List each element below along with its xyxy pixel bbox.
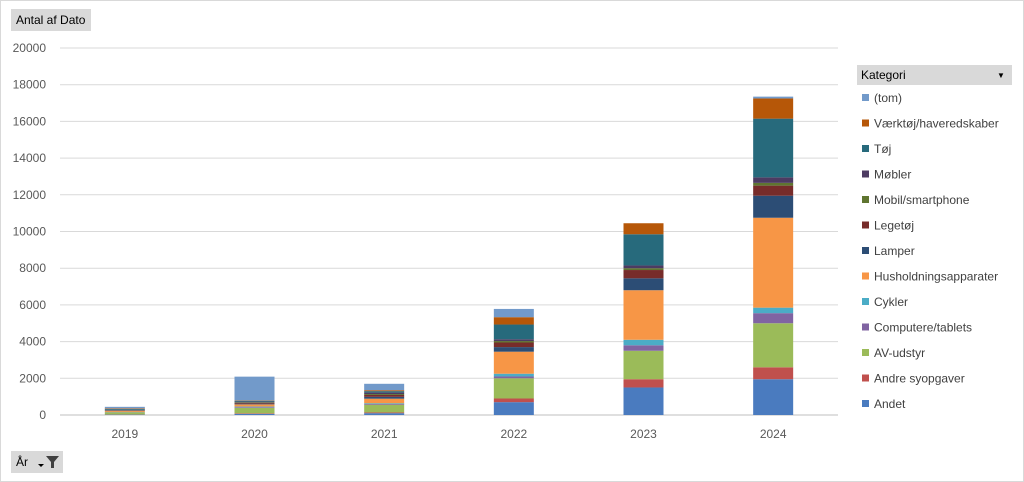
filter-icon[interactable] <box>37 455 61 469</box>
dropdown-arrow-icon[interactable]: ▼ <box>997 71 1005 80</box>
axis-field-button[interactable]: År <box>11 451 63 473</box>
axis-field-label: År <box>16 455 28 469</box>
legend-field-button[interactable]: Kategori ▼ <box>857 65 1012 85</box>
values-field-button[interactable]: Antal af Dato <box>11 9 91 31</box>
legend-field-label: Kategori <box>861 68 906 82</box>
values-field-label: Antal af Dato <box>16 13 86 27</box>
